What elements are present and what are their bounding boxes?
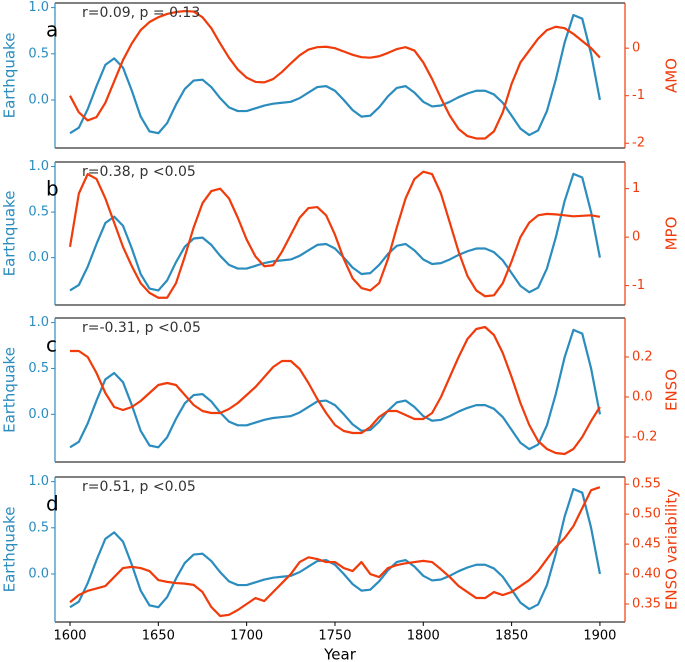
y2-axis-label: AMO bbox=[663, 58, 681, 93]
y-tick-label: 0.5 bbox=[28, 520, 49, 535]
y-tick-label: 0.0 bbox=[28, 407, 49, 422]
y-tick-label: 0.5 bbox=[28, 361, 49, 376]
series-line bbox=[69, 487, 602, 611]
annotation: r=0.51, p <0.05 bbox=[82, 479, 196, 495]
x-tick-label: 1900 bbox=[583, 629, 616, 644]
y2-tick-label: -2 bbox=[632, 136, 645, 151]
y-tick-label: 1.0 bbox=[28, 159, 49, 174]
x-tick-label: 1850 bbox=[495, 629, 528, 644]
annotation: r=0.38, p <0.05 bbox=[82, 164, 196, 180]
y2-tick-label: 0 bbox=[632, 230, 640, 245]
y2-axis-label: ENSO variability bbox=[663, 489, 681, 610]
y-axis-label: Earthquake bbox=[1, 347, 19, 433]
panel-letter: d bbox=[46, 492, 59, 516]
y2-tick-label: 0.50 bbox=[632, 507, 661, 522]
y-tick-label: 0.0 bbox=[28, 250, 49, 265]
x-axis-label: Year bbox=[323, 646, 357, 662]
y2-tick-label: -0.2 bbox=[632, 430, 657, 445]
annotation: r=-0.31, p <0.05 bbox=[82, 320, 201, 336]
y-tick-label: 0.0 bbox=[28, 92, 49, 107]
y-axis-label: Earthquake bbox=[1, 191, 19, 277]
panel-letter: b bbox=[46, 177, 59, 201]
annotation: r=0.09, p = 0.13 bbox=[82, 5, 200, 21]
y2-tick-label: 0.40 bbox=[632, 567, 661, 582]
y2-tick-label: -1 bbox=[632, 88, 645, 103]
y2-axis-label: ENSO bbox=[663, 369, 681, 411]
series-line bbox=[69, 486, 601, 618]
x-tick-label: 1800 bbox=[407, 629, 440, 644]
x-tick-label: 1600 bbox=[53, 629, 86, 644]
y-axis-label: Earthquake bbox=[1, 507, 19, 593]
y-tick-label: 1.0 bbox=[28, 315, 49, 330]
y2-tick-label: -1 bbox=[632, 278, 645, 293]
y2-tick-label: 0.0 bbox=[632, 390, 653, 405]
series-line bbox=[69, 13, 602, 137]
panel-letter: c bbox=[46, 333, 57, 357]
series-line bbox=[69, 9, 601, 140]
series-line bbox=[69, 172, 601, 294]
series-line bbox=[70, 325, 601, 456]
panel-letter: a bbox=[46, 18, 58, 42]
y-tick-label: 1.0 bbox=[28, 0, 49, 15]
x-tick-label: 1750 bbox=[318, 629, 351, 644]
y-tick-label: 0.5 bbox=[28, 46, 49, 61]
y-tick-label: 1.0 bbox=[28, 474, 49, 489]
x-tick-label: 1650 bbox=[142, 629, 175, 644]
y2-axis-label: MPO bbox=[663, 217, 681, 251]
series-line bbox=[69, 328, 602, 451]
y2-tick-label: 1 bbox=[632, 181, 640, 196]
y2-tick-label: 0.45 bbox=[632, 537, 661, 552]
x-tick-label: 1700 bbox=[230, 629, 263, 644]
y-axis-label: Earthquake bbox=[1, 33, 19, 119]
y2-tick-label: 0.55 bbox=[632, 477, 661, 492]
y2-tick-label: 0.35 bbox=[632, 597, 661, 612]
y-tick-label: 0.5 bbox=[28, 205, 49, 220]
y2-tick-label: 0.2 bbox=[632, 350, 653, 365]
y2-tick-label: 0 bbox=[632, 41, 640, 56]
series-line bbox=[68, 170, 601, 299]
y-tick-label: 0.0 bbox=[28, 566, 49, 581]
